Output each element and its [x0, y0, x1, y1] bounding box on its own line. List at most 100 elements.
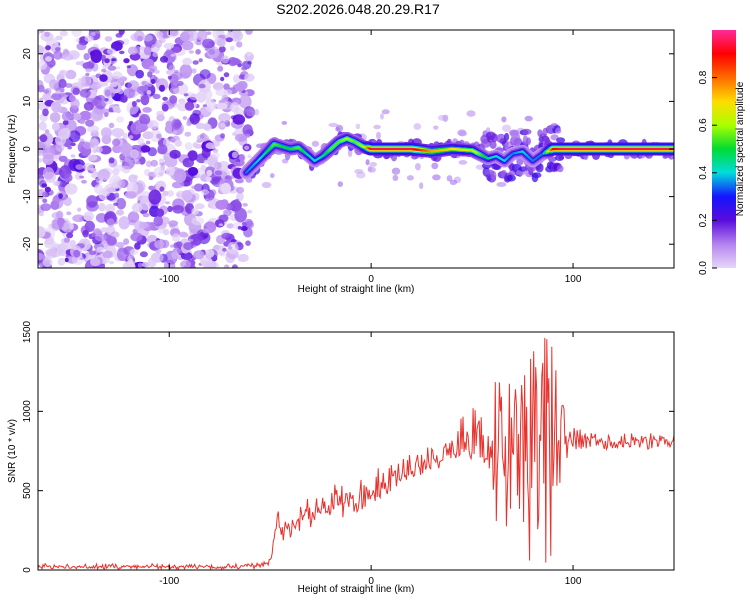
noise-blob: [72, 87, 80, 96]
ridge-halo: [490, 170, 497, 181]
noise-blob: [216, 38, 226, 48]
snr-ylabel: SNR (10 * v/v): [7, 419, 18, 483]
noise-blob: [65, 83, 73, 88]
noise-blob: [72, 214, 85, 223]
noise-blob: [437, 114, 447, 121]
noise-blob: [44, 129, 50, 134]
noise-blob: [394, 169, 400, 174]
noise-blob: [172, 130, 178, 135]
noise-blob: [220, 182, 231, 195]
noise-blob: [238, 90, 249, 97]
noise-blob: [102, 250, 113, 259]
noise-blob: [98, 202, 106, 212]
noise-blob: [232, 264, 238, 268]
noise-blob: [89, 250, 96, 256]
noise-blob: [165, 201, 170, 205]
noise-blob: [82, 229, 89, 238]
noise-blob: [156, 114, 165, 122]
noise-blob: [234, 207, 247, 223]
noise-blob: [219, 252, 226, 257]
noise-blob: [44, 31, 50, 37]
noise-blob: [145, 140, 151, 145]
noise-blob: [103, 86, 116, 99]
noise-blob: [171, 233, 181, 242]
noise-blob: [415, 163, 421, 171]
noise-blob: [186, 30, 199, 42]
noise-blob: [42, 92, 52, 102]
noise-blob: [207, 156, 217, 167]
noise-blob: [193, 250, 205, 260]
noise-blob: [369, 162, 377, 167]
noise-blob: [179, 31, 190, 42]
snr-line: [38, 337, 674, 570]
noise-blob: [220, 133, 226, 139]
noise-blob: [156, 208, 165, 217]
noise-blob: [142, 107, 152, 113]
noise-blob: [90, 31, 96, 37]
noise-blob: [95, 146, 103, 153]
noise-blob: [242, 124, 253, 137]
noise-blob: [180, 260, 192, 268]
noise-blob: [131, 100, 137, 107]
noise-blob: [91, 109, 104, 121]
noise-blob: [148, 185, 155, 191]
noise-blob: [246, 109, 256, 117]
noise-blob: [356, 171, 366, 179]
noise-blob: [131, 202, 143, 213]
noise-blob: [68, 94, 76, 102]
noise-blob: [116, 209, 124, 216]
noise-blob: [75, 164, 84, 170]
noise-blob: [244, 218, 253, 228]
snr-frame: [37, 331, 675, 571]
snr-series: [38, 337, 674, 570]
noise-blob: [137, 137, 145, 146]
noise-blob: [85, 72, 90, 77]
noise-blob: [223, 209, 232, 217]
noise-blob: [123, 238, 130, 245]
noise-blob: [85, 119, 95, 127]
noise-blob: [206, 169, 213, 177]
snr-ytick-label: 500: [22, 482, 33, 499]
noise-blob: [51, 122, 60, 131]
noise-blob: [169, 30, 179, 37]
noise-blob: [223, 89, 233, 96]
noise-blob: [202, 262, 213, 268]
noise-blob: [202, 104, 207, 107]
noise-blob: [167, 205, 173, 213]
noise-blob: [238, 94, 252, 109]
noise-blob: [192, 60, 199, 65]
ridge-halo: [504, 132, 510, 142]
noise-blob: [159, 56, 169, 63]
noise-blob: [168, 220, 179, 227]
noise-blob: [100, 54, 106, 61]
noise-blob: [191, 185, 196, 189]
noise-blob: [63, 196, 72, 207]
noise-blob: [218, 113, 231, 123]
noise-blob: [233, 74, 241, 84]
noise-blob: [75, 61, 81, 66]
noise-blob: [238, 154, 246, 162]
noise-blob: [234, 133, 247, 142]
noise-blob: [167, 75, 172, 80]
noise-blob: [51, 212, 62, 219]
noise-blob: [241, 66, 248, 71]
snr-ytick-label: 0: [22, 567, 33, 573]
noise-blob: [209, 189, 217, 196]
noise-blob: [101, 68, 107, 73]
noise-blob: [218, 214, 229, 223]
noise-blob: [158, 158, 165, 163]
noise-blob: [237, 226, 242, 230]
noise-blob: [104, 58, 110, 64]
noise-blob: [173, 87, 179, 94]
spectrogram-ytick-label: 20: [22, 48, 33, 60]
noise-blob: [91, 98, 99, 106]
noise-blob: [63, 54, 74, 61]
noise-blob: [42, 198, 48, 204]
noise-blob: [79, 110, 92, 121]
noise-blob: [118, 216, 130, 230]
noise-blob: [128, 174, 138, 184]
noise-blob: [195, 122, 205, 130]
noise-blob: [43, 167, 55, 180]
noise-blob: [105, 203, 116, 214]
